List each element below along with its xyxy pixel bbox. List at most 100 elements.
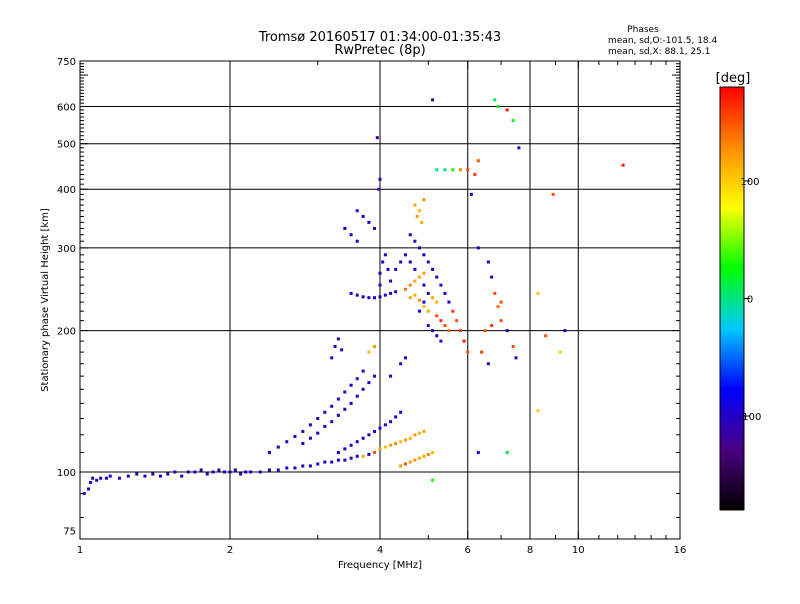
phase-stats-heading: Phases [627,25,659,35]
data-point [413,458,417,462]
colorbar-unit: [deg] [716,71,751,86]
data-point [505,451,509,455]
data-point [180,474,184,478]
data-point [476,246,480,250]
data-point [514,356,518,360]
data-point [95,478,99,482]
data-point [373,429,377,433]
data-point [378,283,382,287]
data-point [336,397,340,401]
data-point [301,429,305,433]
data-point [355,440,359,444]
data-point [483,329,487,333]
x-tick-label: 4 [377,545,383,556]
data-point [108,474,112,478]
data-point [383,445,387,449]
data-points [82,98,625,495]
data-point [361,387,365,391]
data-point [417,298,421,302]
data-point [308,464,312,468]
data-point [435,314,439,318]
data-point [349,443,353,447]
data-point [340,348,344,352]
data-point [355,394,359,398]
data-point [431,329,435,333]
data-point [417,209,421,213]
data-point [536,409,540,413]
data-point [361,454,365,458]
data-point [563,329,567,333]
data-point [443,168,447,172]
data-point [293,435,297,439]
data-point [217,468,221,472]
data-point [205,472,209,476]
data-point [308,423,312,427]
y-axis-label: Stationary phase Virtual Height [km] [40,208,51,392]
data-point [166,472,170,476]
data-point [394,415,398,419]
data-point [330,404,334,408]
data-point [443,291,447,295]
data-point [343,447,347,451]
data-point [413,433,417,437]
y-tick-label: 200 [57,327,76,338]
data-point [158,474,162,478]
y-tick-label: 750 [57,57,76,68]
data-point [375,136,379,140]
data-point [82,491,86,495]
data-point [244,470,248,474]
data-point [389,291,393,295]
data-point [422,305,426,309]
data-point [355,239,359,243]
data-point [367,220,371,224]
data-point [415,214,419,218]
data-point [426,324,430,328]
data-point [399,464,403,468]
x-tick-label: 2 [227,545,233,556]
data-point [367,350,371,354]
x-axis-label: Frequency [MHz] [338,560,422,571]
data-point [499,300,503,304]
data-point [143,474,147,478]
data-point [228,470,232,474]
data-point [316,416,320,420]
data-point [499,319,503,323]
data-point [381,260,385,264]
data-point [349,291,353,295]
data-point [117,476,121,480]
data-point [408,233,412,237]
data-point [378,295,382,299]
data-point [301,441,305,445]
data-point [383,423,387,427]
y-tick-label: 100 [57,468,76,479]
data-point [431,267,435,271]
data-point [417,309,421,313]
data-point [458,329,462,333]
x-tick-label: 10 [572,545,585,556]
data-point [466,168,470,172]
y-tick-label: 400 [57,185,76,196]
data-point [435,300,439,304]
data-point [399,440,403,444]
data-point [420,220,424,224]
data-point [447,329,451,333]
data-point [349,456,353,460]
data-point [451,309,455,313]
data-point [355,209,359,213]
data-point [511,119,515,123]
data-point [455,319,459,323]
data-point [343,458,347,462]
data-point [536,291,540,295]
data-point [469,192,473,196]
data-point [86,487,90,491]
data-point [373,296,377,300]
data-point [517,146,521,150]
data-point [378,426,382,430]
data-point [431,451,435,455]
data-point [323,410,327,414]
data-point [378,177,382,181]
data-point [435,275,439,279]
data-point [308,436,312,440]
